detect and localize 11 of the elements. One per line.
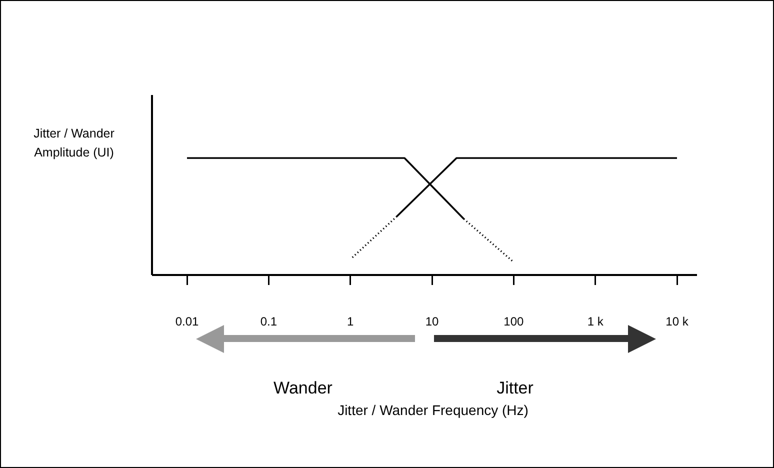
- x-tick-label: 0.01: [175, 314, 199, 329]
- x-tick-label: 10: [425, 314, 439, 329]
- text: Jitter / Wander Frequency (Hz): [338, 402, 528, 418]
- x-tick-label: 0.1: [260, 314, 278, 329]
- x-tick-label: 10 k: [666, 314, 690, 329]
- text: Jitter: [496, 378, 534, 398]
- text: Wander: [274, 378, 333, 398]
- y-axis-title: Jitter / Wander Amplitude (UI): [34, 126, 114, 160]
- x-tick-label: 1: [346, 314, 354, 329]
- x-tick-label: 1 k: [587, 314, 604, 329]
- x-tick-label: 100: [504, 314, 524, 329]
